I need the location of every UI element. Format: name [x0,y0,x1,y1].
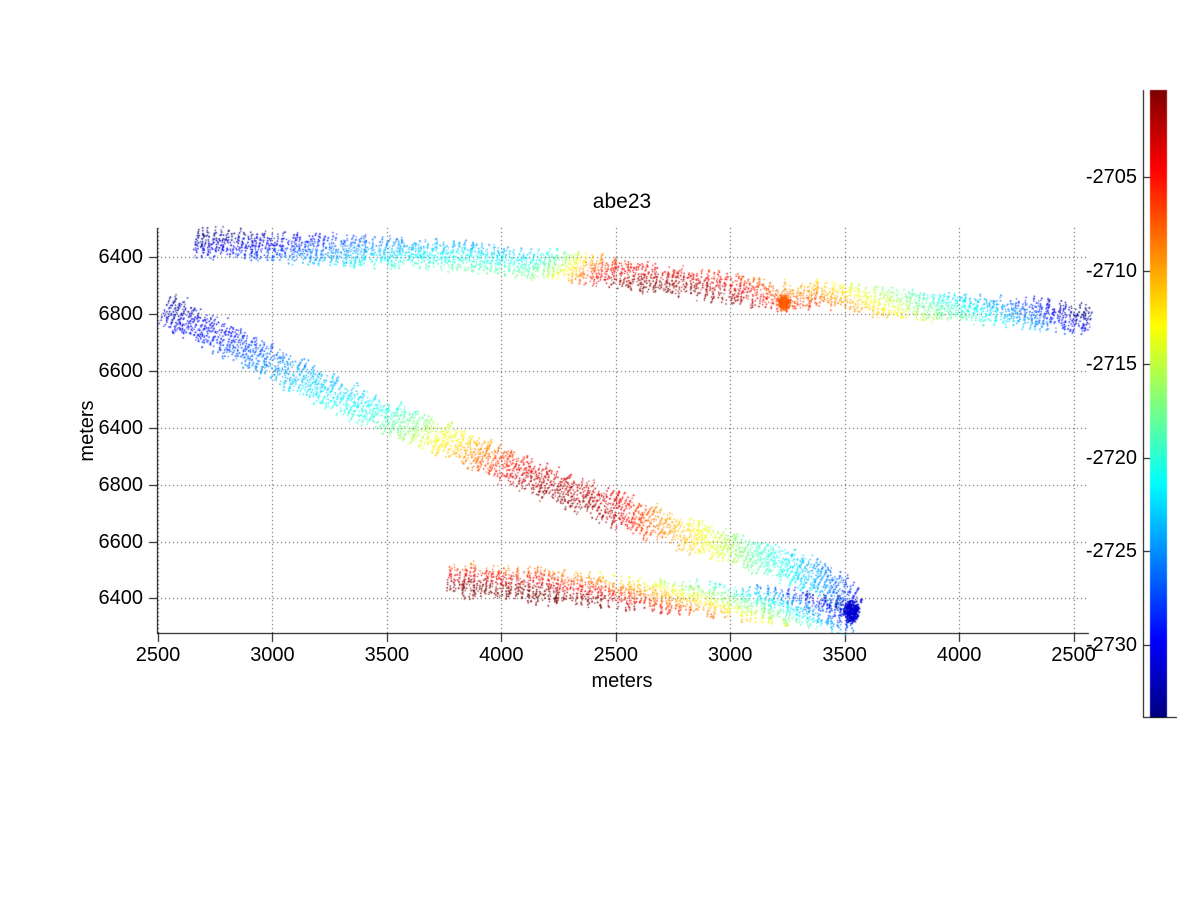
y-tick-label-3: 6400 [98,416,144,439]
x-tick-label-8: 2500 [1051,644,1096,666]
y-tick-label-0: 6400 [98,246,144,268]
colorbar-tick-label-3: -2720 [1085,446,1137,469]
x-tick-label-6: 3500 [822,644,867,666]
colorbar-tick-label-0: -2705 [1085,166,1137,188]
y-tick-label-2: 6600 [98,359,144,382]
y-tick-label-1: 6800 [98,302,144,325]
colorbar-tick-label-2: -2715 [1085,353,1137,375]
colorbar-tick-label-1: -2710 [1085,259,1137,282]
y-tick-label-4: 6800 [98,473,144,496]
x-tick-label-7: 4000 [936,644,982,666]
x-tick-label-4: 2500 [593,644,639,666]
colorbar-tick-label-4: -2725 [1085,540,1137,562]
x-tick-label-0: 2500 [135,644,181,666]
x-tick-label-5: 3000 [707,644,753,666]
x-axis-label: meters [591,670,653,692]
y-tick-label-6: 6400 [98,587,144,610]
colorbar-tick-label-5: -2730 [1085,633,1137,656]
x-tick-label-2: 3500 [364,644,410,666]
x-tick-label-3: 4000 [479,644,524,666]
x-tick-label-1: 3000 [250,644,295,666]
chart-title: abe23 [592,190,652,213]
y-tick-label-5: 6600 [98,530,144,553]
